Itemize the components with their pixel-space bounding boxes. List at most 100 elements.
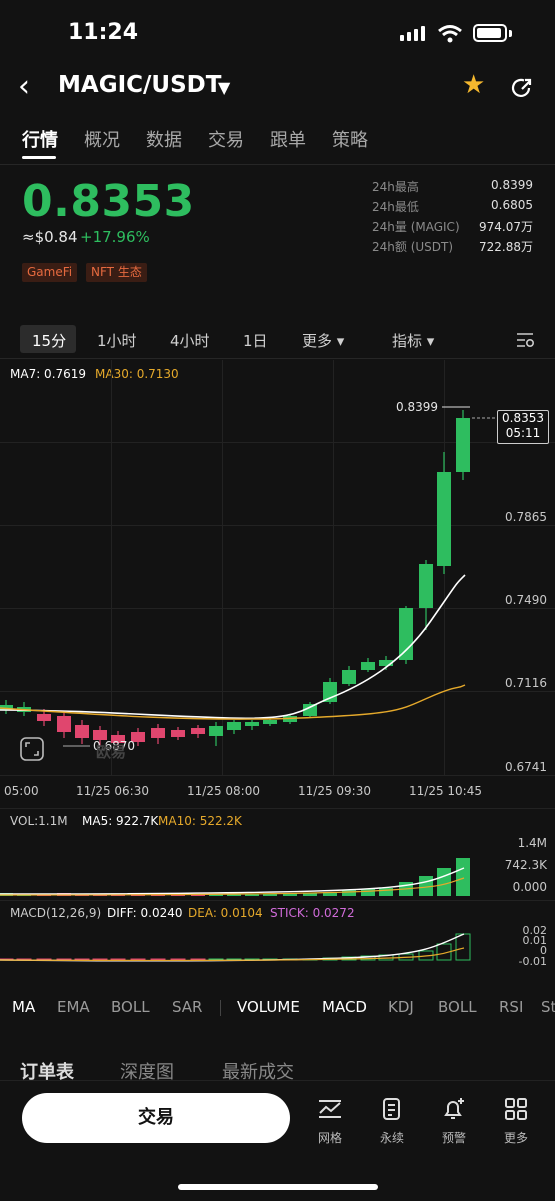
battery-icon xyxy=(473,24,507,42)
tab-copy[interactable]: 跟单 xyxy=(270,130,306,151)
tab-overview[interactable]: 概况 xyxy=(84,130,120,151)
ind-ma[interactable]: MA xyxy=(12,998,36,1016)
volume-bar xyxy=(303,893,317,896)
grid-chart-icon xyxy=(319,1100,341,1118)
pair-header: ‹ MAGIC/USDT ▼ ★ xyxy=(0,64,555,108)
chevron-down-icon[interactable]: ▼ xyxy=(218,78,231,97)
x-axis-4: 11/25 09:30 xyxy=(298,784,371,798)
back-icon[interactable]: ‹ xyxy=(18,69,30,104)
x-axis-2: 11/25 06:30 xyxy=(76,784,149,798)
volume-bar xyxy=(379,888,393,896)
ind-boll[interactable]: BOLL xyxy=(111,998,150,1016)
favorite-star-icon[interactable]: ★ xyxy=(462,70,486,100)
trade-button[interactable]: 交易 xyxy=(22,1093,290,1143)
stat-vol-value: 974.07万 xyxy=(479,220,533,234)
candle-body xyxy=(323,682,337,702)
ind-volume[interactable]: VOLUME xyxy=(237,998,300,1016)
tag-gamefi[interactable]: GameFi xyxy=(22,263,78,282)
home-indicator xyxy=(178,1184,378,1190)
candle-body xyxy=(245,722,259,726)
y-axis-1: 0.7865 xyxy=(505,510,547,524)
tag-nft[interactable]: NFT 生态 xyxy=(86,263,147,282)
grid-button[interactable]: 网格 xyxy=(305,1097,355,1146)
fullscreen-icon[interactable] xyxy=(20,737,44,765)
high-marker: 0.8399 xyxy=(396,400,438,414)
ind-st[interactable]: St xyxy=(541,998,555,1016)
volume-bar xyxy=(283,893,297,896)
tab-orderbook[interactable]: 订单表 xyxy=(20,1062,74,1083)
perpetual-icon xyxy=(383,1098,400,1120)
perpetual-button[interactable]: 永续 xyxy=(367,1097,417,1146)
ind-boll-2[interactable]: BOLL xyxy=(438,998,477,1016)
more-button[interactable]: 更多 xyxy=(491,1097,541,1146)
candle-body xyxy=(399,608,413,660)
volume-bar xyxy=(191,894,205,896)
ind-rsi[interactable]: RSI xyxy=(499,998,524,1016)
tab-strategy[interactable]: 策略 xyxy=(332,130,368,151)
wifi-icon xyxy=(438,25,462,43)
volume-bar xyxy=(361,889,375,896)
tf-1h[interactable]: 1小时 xyxy=(97,332,137,350)
tf-1d[interactable]: 1日 xyxy=(243,332,268,350)
volume-bar xyxy=(209,894,223,896)
chart-settings-icon[interactable] xyxy=(516,332,536,348)
tf-more[interactable]: 更多 ▾ xyxy=(302,332,345,350)
candle-body xyxy=(361,662,375,670)
tf-4h[interactable]: 4小时 xyxy=(170,332,210,350)
volume-bar xyxy=(227,894,241,896)
volume-bar xyxy=(323,892,337,896)
ind-macd[interactable]: MACD xyxy=(322,998,367,1016)
pair-title[interactable]: MAGIC/USDT xyxy=(58,72,222,98)
page-tabs: 行情 概况 数据 交易 跟单 策略 xyxy=(0,118,555,165)
candle-body xyxy=(303,704,317,716)
ind-kdj[interactable]: KDJ xyxy=(388,998,414,1016)
candle-body xyxy=(93,730,107,740)
tab-trade[interactable]: 交易 xyxy=(208,130,244,151)
apps-icon xyxy=(505,1098,527,1120)
ind-sar[interactable]: SAR xyxy=(172,998,203,1016)
candle-body xyxy=(37,714,51,721)
last-price: 0.8353 xyxy=(22,176,195,227)
stat-amount-value: 722.88万 xyxy=(479,240,533,254)
candle-body xyxy=(57,716,71,732)
volume-bar xyxy=(263,894,277,896)
price-change: +17.96% xyxy=(80,228,150,246)
volume-bar xyxy=(437,868,451,896)
tf-15m[interactable]: 15分 xyxy=(32,332,67,350)
candle-body xyxy=(0,705,13,710)
macd-axis-4: -0.01 xyxy=(518,955,547,968)
candle-body xyxy=(437,472,451,566)
candle-body xyxy=(151,728,165,738)
tab-depth[interactable]: 深度图 xyxy=(120,1062,174,1083)
stat-amount-label: 24h额 (USDT) xyxy=(372,240,454,254)
indicator-bar: MA EMA BOLL SAR VOLUME MACD KDJ BOLL RSI… xyxy=(0,992,555,1024)
ind-ema[interactable]: EMA xyxy=(57,998,90,1016)
candlestick-chart[interactable] xyxy=(0,360,555,775)
share-icon[interactable] xyxy=(510,76,534,100)
candle-body xyxy=(171,730,185,737)
timeframe-bar: 15分 1小时 4小时 1日 更多 ▾ 指标 ▾ xyxy=(0,322,555,359)
tf-indicators[interactable]: 指标 ▾ xyxy=(392,332,435,350)
vol-axis-2: 742.3K xyxy=(504,858,547,872)
y-axis-4: 0.6741 xyxy=(505,760,547,774)
macd-axis-3: 0 xyxy=(540,944,547,957)
ma30-line xyxy=(0,684,466,720)
alert-button[interactable]: 预警 xyxy=(429,1097,479,1146)
tab-data[interactable]: 数据 xyxy=(146,130,182,151)
macd-axis-1: 0.02 xyxy=(522,924,548,937)
usd-price: ≈$0.84 xyxy=(22,228,78,246)
candle-body xyxy=(419,564,433,608)
y-axis-2: 0.7490 xyxy=(505,593,547,607)
tab-latest-trades[interactable]: 最新成交 xyxy=(222,1062,294,1083)
volume-bar xyxy=(342,890,356,896)
macd-axis-2: 0.01 xyxy=(522,934,548,947)
tab-market[interactable]: 行情 xyxy=(22,130,58,151)
x-axis-5: 11/25 10:45 xyxy=(409,784,482,798)
macd-dea: DEA: 0.0104 xyxy=(188,906,263,920)
ma7-line xyxy=(0,574,466,720)
stat-high-value: 0.8399 xyxy=(491,178,533,192)
volume-bar xyxy=(456,858,470,896)
vol-ma5-label: MA5: 922.7K xyxy=(82,814,159,828)
candle-body xyxy=(191,728,205,734)
candle-body xyxy=(342,670,356,684)
